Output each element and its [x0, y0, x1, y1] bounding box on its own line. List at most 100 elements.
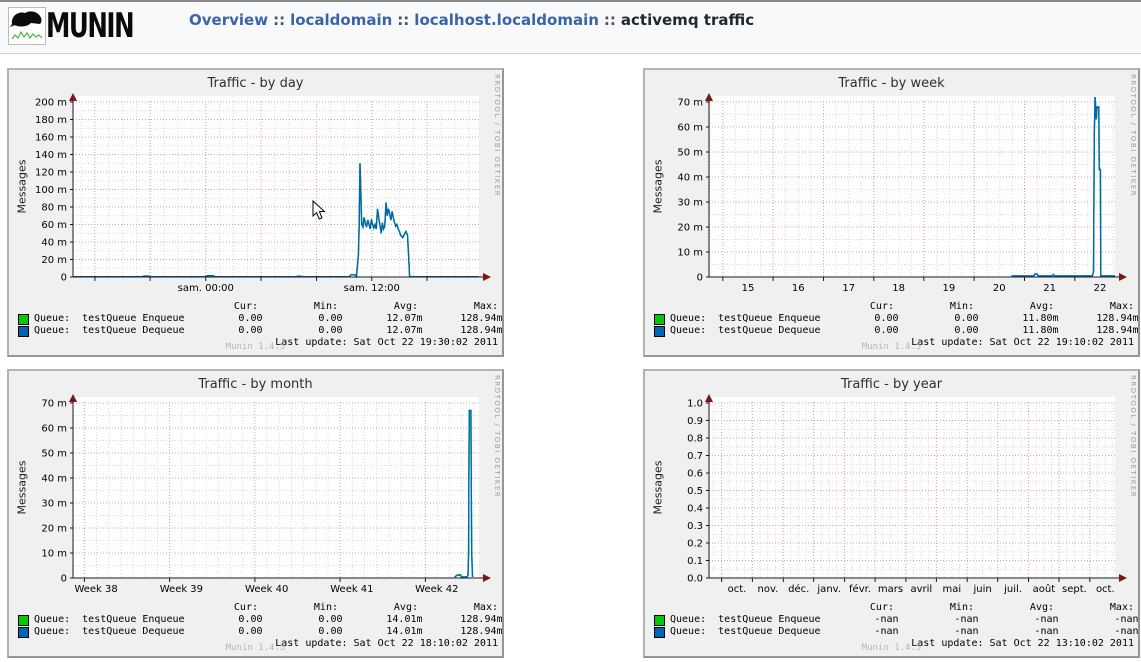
- series-swatch-icon: [654, 325, 665, 337]
- svg-text:160 m: 160 m: [35, 133, 67, 144]
- munin-logo[interactable]: MUNIN: [8, 7, 167, 45]
- svg-text:20 m: 20 m: [41, 255, 67, 266]
- svg-text:40 m: 40 m: [677, 173, 703, 184]
- legend-row: Queue: testQueue Enqueue 0.00 0.00 14.01m 12…: [13, 614, 502, 626]
- svg-text:févr.: févr.: [849, 583, 871, 595]
- svg-text:20 m: 20 m: [677, 223, 703, 234]
- breadcrumb-link-0[interactable]: Overview: [189, 11, 269, 29]
- rrdtool-watermark: RRDTOOL / TOBI OETIKER: [1129, 74, 1137, 198]
- traffic-day-graph[interactable]: 200 m 180 m 160 m 140 m 120 m 100 m 80 m 60 m 40…: [11, 92, 500, 302]
- chart-panel-week: Traffic - by week RRDTOOL / TOBI OETIKER…: [643, 68, 1140, 357]
- svg-text:Week 41: Week 41: [330, 584, 373, 595]
- svg-text:50 m: 50 m: [41, 449, 67, 460]
- rrdtool-watermark: RRDTOOL / TOBI OETIKER: [493, 74, 501, 198]
- rrdtool-watermark: RRDTOOL / TOBI OETIKER: [493, 375, 501, 499]
- svg-text:0: 0: [697, 273, 703, 284]
- svg-text:60 m: 60 m: [677, 123, 703, 134]
- legend-header-row: Cur: Min: Avg: Max:: [869, 301, 1134, 312]
- svg-text:70 m: 70 m: [41, 399, 67, 410]
- svg-text:18: 18: [892, 283, 905, 294]
- svg-text:10 m: 10 m: [677, 248, 703, 259]
- series-swatch-icon: [18, 626, 29, 638]
- svg-text:juil.: juil.: [1003, 584, 1022, 595]
- series-swatch-icon: [654, 614, 665, 626]
- svg-text:août: août: [1033, 583, 1056, 595]
- svg-text:20 m: 20 m: [41, 524, 67, 535]
- chart-title-week: Traffic - by week: [838, 76, 945, 91]
- legend-month: Cur: Min: Avg: Max: Queue: testQueue Enqueue…: [13, 602, 502, 650]
- svg-text:0.8: 0.8: [687, 434, 703, 445]
- last-update: Last update: Sat Oct 22 19:10:02 2011: [911, 337, 1134, 348]
- legend-year: Cur: Min: Avg: Max: Queue: testQueue Enqueue…: [649, 602, 1138, 650]
- breadcrumb-link-2[interactable]: localhost.localdomain: [414, 11, 599, 29]
- munin-version: Munin 1.4.5: [861, 342, 922, 352]
- svg-text:0.0: 0.0: [687, 574, 703, 585]
- svg-text:sam. 00:00: sam. 00:00: [178, 283, 234, 294]
- svg-text:Week 40: Week 40: [245, 584, 288, 595]
- svg-text:0.6: 0.6: [687, 469, 703, 480]
- legend-row: Queue: testQueue Dequeue 0.00 0.00 14.01m 12…: [13, 626, 502, 638]
- svg-text:Week 42: Week 42: [415, 584, 458, 595]
- last-update: Last update: Sat Oct 22 13:10:02 2011: [911, 638, 1134, 649]
- legend-row: Queue: testQueue Dequeue 0.00 0.00 12.07m 12…: [13, 325, 502, 337]
- svg-text:juin: juin: [972, 584, 991, 595]
- svg-text:17: 17: [842, 283, 855, 294]
- svg-text:50 m: 50 m: [677, 148, 703, 159]
- svg-text:0.5: 0.5: [687, 486, 703, 497]
- svg-text:mai: mai: [942, 584, 961, 595]
- svg-text:oct.: oct.: [728, 584, 747, 595]
- svg-text:140 m: 140 m: [35, 150, 67, 161]
- munin-version: Munin 1.4.5: [225, 643, 286, 653]
- legend-header-row: Cur: Min: Avg: Max:: [233, 602, 498, 613]
- legend-week: Cur: Min: Avg: Max: Queue: testQueue Enqueue…: [649, 301, 1138, 349]
- svg-text:120 m: 120 m: [35, 168, 67, 179]
- svg-text:70 m: 70 m: [677, 98, 703, 109]
- legend-row: Queue: testQueue Enqueue -nan -nan -nan -nan: [649, 614, 1138, 626]
- last-update: Last update: Sat Oct 22 19:30:02 2011: [275, 337, 498, 348]
- page-header: MUNIN Overview:: localdomain:: localhost.l…: [0, 2, 1141, 54]
- traffic-week-graph[interactable]: 70 m 60 m 50 m 40 m 30 m 20 m 10 m 0 15 16 17 18 19 2…: [647, 92, 1136, 302]
- breadcrumb-link-1[interactable]: localdomain: [290, 11, 393, 29]
- chart-title-day: Traffic - by day: [207, 76, 304, 91]
- svg-text:avril: avril: [910, 584, 932, 595]
- legend-header-row: Cur: Min: Avg: Max:: [869, 602, 1134, 613]
- legend-row: Queue: testQueue Enqueue 0.00 0.00 12.07m 12…: [13, 313, 502, 325]
- rrdtool-watermark: RRDTOOL / TOBI OETIKER: [1129, 375, 1137, 499]
- series-swatch-icon: [18, 614, 29, 626]
- series-swatch-icon: [18, 325, 29, 337]
- legend-row: Queue: testQueue Enqueue 0.00 0.00 11.80m 12…: [649, 313, 1138, 325]
- svg-text:0.7: 0.7: [687, 451, 703, 462]
- svg-text:sept.: sept.: [1062, 584, 1087, 595]
- breadcrumb: Overview:: localdomain:: localhost.localdo…: [189, 7, 754, 31]
- svg-text:0.9: 0.9: [687, 416, 703, 427]
- svg-text:0: 0: [61, 273, 67, 284]
- chart-panel-day: Traffic - by day RRDTOOL / TOBI OETIKER …: [7, 68, 504, 357]
- munin-version: Munin 1.4.5: [861, 643, 922, 653]
- chart-title-year: Traffic - by year: [840, 377, 943, 392]
- breadcrumb-separator: ::: [603, 11, 616, 29]
- series-swatch-icon: [654, 626, 665, 638]
- svg-text:janv.: janv.: [816, 584, 841, 595]
- munin-bird-icon: [8, 7, 46, 45]
- breadcrumb-separator: ::: [273, 11, 286, 29]
- svg-text:Week 38: Week 38: [74, 584, 117, 595]
- traffic-month-graph[interactable]: 70 m 60 m 50 m 40 m 30 m 20 m 10 m 0 Week 38 Week…: [11, 393, 500, 603]
- chart-grid: Traffic - by day RRDTOOL / TOBI OETIKER …: [7, 68, 1141, 658]
- svg-text:10 m: 10 m: [41, 549, 67, 560]
- traffic-year-graph[interactable]: 1.0 0.9 0.8 0.7 0.6 0.5 0.4 0.3 0.2 0.1 0.0 oct. nov…: [647, 393, 1136, 603]
- svg-text:1.0: 1.0: [687, 399, 703, 410]
- svg-text:80 m: 80 m: [41, 203, 67, 214]
- legend-row: Queue: testQueue Dequeue 0.00 0.00 11.80m 12…: [649, 325, 1138, 337]
- svg-text:180 m: 180 m: [35, 115, 67, 126]
- svg-text:30 m: 30 m: [41, 499, 67, 510]
- svg-text:60 m: 60 m: [41, 424, 67, 435]
- svg-text:100 m: 100 m: [35, 185, 67, 196]
- legend-header-row: Cur: Min: Avg: Max:: [233, 301, 498, 312]
- legend-day: Cur: Min: Avg: Max: Queue: testQueue Enqueue…: [13, 301, 502, 349]
- breadcrumb-separator: ::: [397, 11, 410, 29]
- svg-text:Week 39: Week 39: [160, 584, 203, 595]
- svg-text:nov.: nov.: [758, 584, 779, 595]
- munin-logo-text: MUNIN: [46, 6, 135, 46]
- chart-panel-month: Traffic - by month RRDTOOL / TOBI OETIKE…: [7, 369, 504, 658]
- svg-text:22: 22: [1094, 283, 1107, 294]
